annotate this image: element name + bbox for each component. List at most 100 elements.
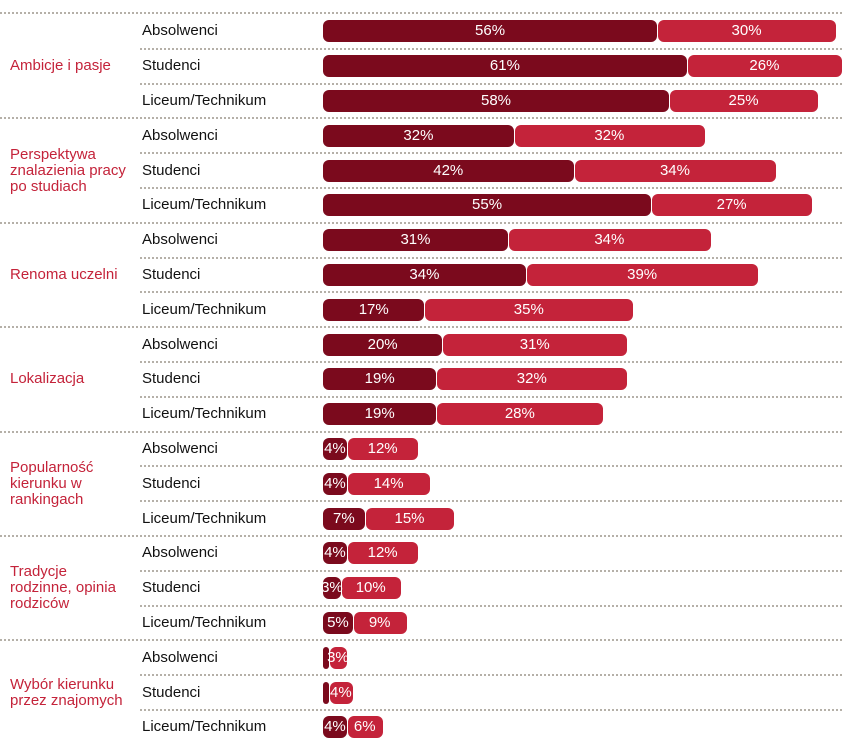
group-label: Tradycje rodzinne, opinia rodziców: [10, 563, 116, 613]
bar-segment: [323, 124, 514, 147]
value-label: 25%: [728, 92, 759, 109]
bar-segment: [323, 542, 347, 565]
bar-segment: [323, 90, 669, 112]
separator: [0, 12, 842, 14]
separator: [140, 465, 842, 468]
value-label: 10%: [355, 579, 386, 597]
value-label: 6%: [353, 718, 376, 736]
bar-segment: [323, 681, 329, 704]
group-label: Wybór kierunku przez znajomych: [10, 675, 123, 709]
bar-segment: [652, 194, 813, 217]
value-label: 39%: [627, 266, 658, 283]
value-label: 58%: [480, 92, 512, 109]
bar-segment: [323, 264, 526, 286]
category-label: Liceum/Technikum: [142, 405, 267, 423]
value-label: 19%: [364, 370, 395, 388]
bar-segment: [323, 403, 437, 426]
separator: [0, 535, 842, 537]
bar-segment: [514, 124, 705, 147]
bar-segment: [425, 298, 634, 321]
category-label: Liceum/Technikum: [142, 300, 267, 318]
bar-segment: [508, 229, 711, 252]
category-label: Studenci: [142, 370, 201, 388]
category-label: Studenci: [142, 579, 201, 597]
bar-segment: [437, 403, 604, 426]
bar-segment: [437, 368, 628, 391]
bar-segment: [323, 646, 329, 669]
value-label: 5%: [327, 614, 349, 631]
value-label: 14%: [373, 474, 404, 492]
category-label: Liceum/Technikum: [142, 509, 267, 527]
bar-segment: [443, 333, 628, 356]
bar-segment: [323, 507, 365, 530]
group-label: Ambicje i pasje: [10, 57, 111, 75]
value-label: 4%: [324, 544, 346, 562]
bar-segment: [329, 681, 353, 704]
value-label: 15%: [394, 509, 425, 527]
bar-segment: [323, 298, 425, 321]
bar-segment: [323, 472, 347, 495]
category-label: Liceum/Technikum: [142, 718, 267, 736]
category-label: Absolwenci: [142, 544, 218, 562]
category-label: Absolwenci: [142, 335, 218, 353]
separator: [0, 117, 842, 120]
separator: [140, 291, 842, 294]
category-label: Studenci: [142, 474, 201, 492]
bar-segment: [329, 646, 347, 669]
category-label: Absolwenci: [142, 648, 218, 666]
bar-segment: [323, 438, 347, 460]
value-label: 12%: [367, 544, 398, 562]
category-label: Studenci: [142, 161, 201, 179]
value-label: 31%: [519, 335, 550, 353]
category-label: Studenci: [142, 683, 201, 701]
bar-segment: [670, 90, 819, 112]
bar-segment: [341, 577, 401, 600]
category-label: Liceum/Technikum: [142, 196, 267, 214]
bar-segment: [365, 507, 455, 530]
value-label: 3%: [327, 648, 349, 666]
value-label: 3%: [321, 579, 343, 597]
separator: [140, 709, 842, 711]
separator: [0, 326, 842, 329]
value-label: 32%: [403, 126, 434, 144]
separator: [140, 361, 842, 363]
value-label: 35%: [513, 300, 544, 318]
separator: [140, 500, 842, 503]
bar-segment: [347, 472, 431, 495]
separator: [0, 221, 842, 224]
value-label: 4%: [324, 440, 346, 457]
separator: [0, 639, 842, 642]
separator: [140, 604, 842, 607]
value-label: 19%: [364, 405, 395, 423]
value-label: 28%: [504, 405, 535, 423]
bar-segment: [323, 368, 437, 391]
group-label: Popularność kierunku w rankingach: [10, 458, 94, 508]
bar-segment: [323, 194, 652, 217]
value-label: 4%: [330, 683, 352, 701]
bar-segment: [687, 55, 842, 78]
value-label: 34%: [409, 266, 440, 283]
bar-segment: [658, 20, 837, 43]
group-label: Lokalizacja: [10, 370, 85, 388]
separator: [140, 256, 842, 259]
bar-segment: [323, 612, 353, 634]
value-label: 20%: [367, 335, 398, 353]
bar-segment: [323, 20, 658, 43]
separator: [140, 187, 842, 189]
separator: [140, 152, 842, 155]
category-label: Absolwenci: [142, 126, 218, 144]
value-label: 26%: [749, 57, 780, 75]
value-label: 4%: [324, 718, 346, 736]
value-label: 61%: [489, 57, 520, 75]
bar-segment: [347, 716, 383, 739]
bar-segment: [323, 333, 443, 356]
value-label: 27%: [716, 196, 747, 214]
bar-segment: [347, 438, 419, 460]
value-label: 32%: [516, 370, 547, 388]
bar-segment: [347, 542, 419, 565]
category-label: Studenci: [142, 57, 201, 75]
value-label: 56%: [475, 22, 506, 40]
value-label: 42%: [433, 161, 464, 179]
category-label: Liceum/Technikum: [142, 92, 267, 109]
